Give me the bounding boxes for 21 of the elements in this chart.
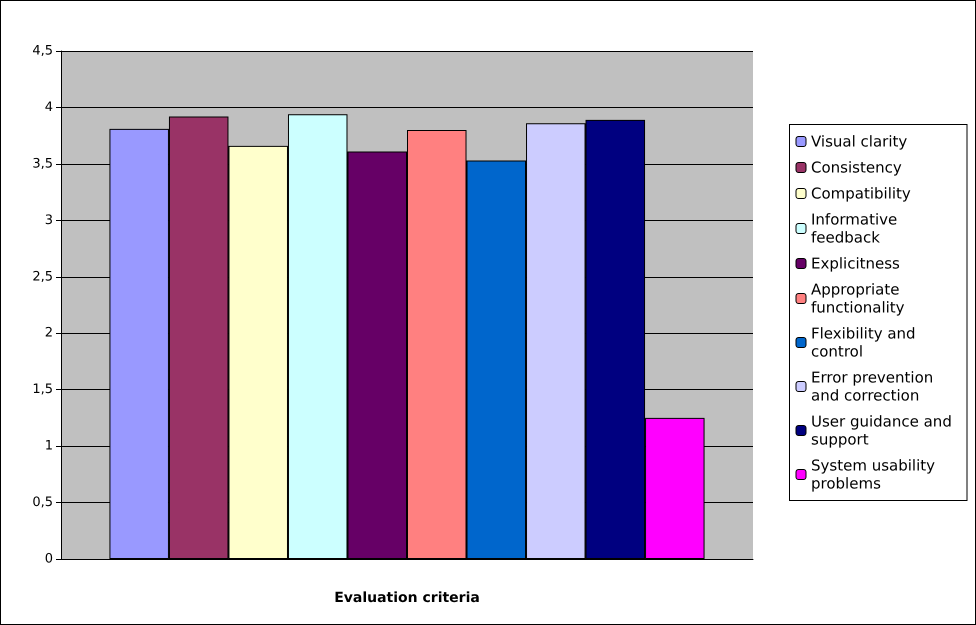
x-axis-title: Evaluation criteria (334, 590, 480, 606)
legend-label: Explicitness (811, 254, 900, 272)
y-tick-label: 4 (44, 100, 53, 115)
legend-label: Consistency (811, 158, 902, 176)
legend-label: System usability problems (811, 456, 940, 492)
y-tick-label: 0,5 (32, 495, 53, 510)
y-tick-label: 3,5 (32, 156, 53, 172)
y-tick-label: 0 (44, 552, 53, 566)
y-tick-label: 1,5 (32, 382, 53, 398)
legend-label: Compatibility (811, 184, 911, 202)
legend-label: User guidance and support (811, 412, 957, 448)
y-tick-label: 2 (44, 326, 53, 341)
legend-label: Flexibility and control (811, 324, 920, 360)
y-tick-label: 3 (44, 212, 53, 228)
y-tick-label: 1 (44, 438, 53, 454)
y-tick-label: 4,5 (32, 44, 53, 58)
legend-label: Informative feedback (811, 210, 902, 246)
y-tick-label: 2,5 (32, 269, 53, 284)
legend-label: Visual clarity (811, 132, 908, 150)
legend-label: Error prevention and correction (811, 368, 938, 404)
legend-label: Appropriate functionality (811, 280, 905, 316)
